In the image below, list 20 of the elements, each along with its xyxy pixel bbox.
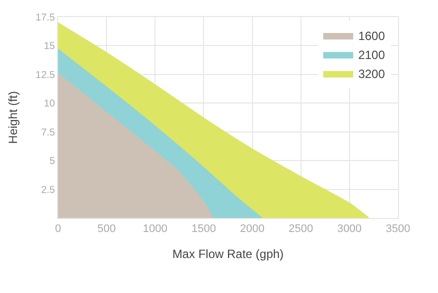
y-tick-label: 2.5 bbox=[41, 184, 56, 196]
y-axis-title: Height (ft) bbox=[6, 91, 20, 144]
y-tick-label: 7.5 bbox=[41, 127, 56, 138]
x-tick-label: 3000 bbox=[337, 223, 362, 236]
y-tick-label: 5 bbox=[49, 156, 56, 168]
x-tick-label: 1000 bbox=[142, 223, 168, 236]
legend-label: 3200 bbox=[358, 67, 386, 82]
x-tick-label: 2000 bbox=[240, 223, 265, 236]
y-tick-label: 15 bbox=[44, 41, 56, 52]
y-tick-label: 10 bbox=[44, 98, 56, 110]
legend-label: 2100 bbox=[358, 48, 386, 62]
x-tick-label: 3500 bbox=[386, 223, 410, 236]
x-tick-label: 1500 bbox=[191, 223, 216, 236]
legend-label: 1600 bbox=[358, 29, 386, 44]
x-tick-label: 2500 bbox=[288, 223, 314, 236]
x-tick-label: 0 bbox=[54, 223, 62, 236]
y-tick-label: 17.5 bbox=[36, 12, 56, 24]
x-axis-title: Max Flow Rate (gph) bbox=[172, 247, 284, 262]
x-tick-label: 500 bbox=[97, 223, 116, 236]
y-tick-label: 12.5 bbox=[36, 70, 56, 81]
